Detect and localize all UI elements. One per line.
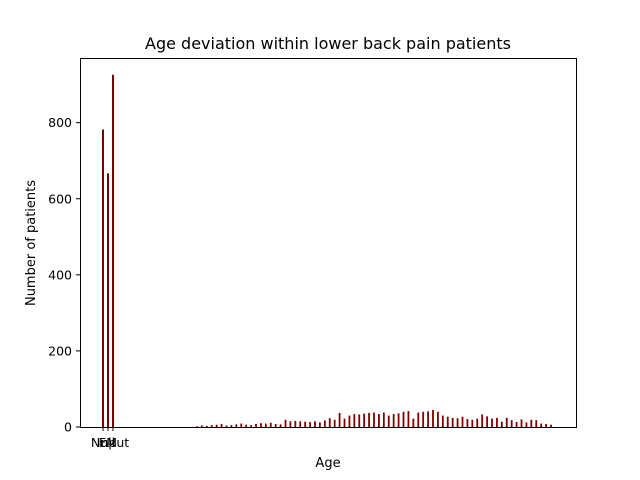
age-bar	[220, 423, 223, 427]
age-bar	[304, 421, 307, 427]
age-bar	[530, 419, 533, 427]
age-bar	[446, 416, 449, 427]
age-bar	[451, 417, 454, 427]
bar-null	[102, 129, 104, 428]
age-bar	[255, 423, 257, 427]
chart-title: Age deviation within lower back pain pat…	[145, 34, 511, 53]
age-bar	[545, 423, 547, 427]
age-bar	[205, 425, 208, 427]
y-tick-label: 200	[48, 343, 72, 358]
age-bar	[363, 413, 366, 427]
age-bar	[481, 414, 484, 427]
age-bar	[314, 421, 316, 427]
age-bar	[505, 417, 508, 427]
x-tick-label: Input	[97, 435, 129, 450]
age-bar	[510, 420, 513, 427]
age-bar	[328, 418, 331, 427]
age-bar	[397, 413, 400, 427]
bar-input	[112, 74, 114, 427]
x-tick-label: FM	[99, 435, 117, 450]
age-bar	[422, 411, 425, 427]
age-bar	[274, 423, 277, 427]
age-bar	[343, 418, 346, 427]
age-bar	[402, 411, 405, 427]
y-tick-label: 0	[64, 420, 72, 435]
age-bar	[515, 422, 518, 427]
age-bar	[368, 412, 370, 427]
age-bar	[486, 416, 488, 427]
age-bar	[407, 411, 410, 427]
plot-frame	[80, 58, 577, 428]
age-bar	[520, 419, 523, 427]
age-bar	[353, 414, 356, 427]
age-bar	[525, 422, 528, 427]
age-bar	[284, 419, 287, 427]
age-bar	[466, 419, 469, 427]
age-bar	[471, 419, 474, 427]
age-bar	[196, 426, 198, 427]
age-bar	[382, 412, 385, 427]
age-bar	[201, 425, 203, 427]
age-bar	[500, 421, 503, 427]
age-bar	[294, 420, 297, 427]
age-bar	[323, 420, 326, 427]
age-bar	[432, 409, 434, 427]
age-bar	[491, 418, 493, 427]
y-tick-label: 400	[48, 267, 72, 282]
age-bar	[392, 414, 395, 427]
age-bar	[260, 423, 262, 427]
age-bar	[225, 425, 228, 427]
x-axis-label: Age	[315, 456, 340, 471]
age-bar	[378, 414, 380, 427]
age-bar	[456, 418, 459, 427]
age-bar	[358, 414, 361, 427]
age-bar	[441, 415, 444, 427]
age-bar	[250, 425, 252, 427]
y-tick-label: 800	[48, 115, 72, 130]
age-bar	[373, 412, 375, 427]
age-bar	[230, 425, 233, 427]
age-bar	[210, 425, 213, 427]
age-bar	[417, 412, 420, 427]
age-bar	[338, 412, 341, 427]
age-bar	[333, 419, 336, 427]
age-bar	[299, 421, 302, 427]
age-bar	[264, 423, 267, 427]
age-bar	[240, 423, 243, 427]
age-bar	[550, 424, 552, 427]
age-bar	[427, 411, 429, 427]
x-tick-label: Null	[91, 435, 115, 450]
age-bar	[245, 424, 248, 427]
age-bar	[289, 421, 292, 427]
y-tick-label: 600	[48, 191, 72, 206]
age-bar	[412, 418, 415, 427]
age-bar	[476, 418, 479, 427]
age-bar	[279, 424, 282, 427]
age-bar	[309, 422, 311, 427]
age-bar	[535, 420, 538, 427]
bar-fm	[107, 173, 109, 427]
age-bar	[269, 422, 272, 427]
bars-group	[102, 74, 552, 428]
age-bar	[461, 416, 464, 427]
y-axis: 0 200 400 600 800	[48, 115, 80, 435]
age-bar	[215, 424, 218, 427]
age-bar	[387, 415, 390, 427]
age-bar	[235, 424, 238, 427]
age-bar	[348, 415, 351, 427]
age-bar	[437, 411, 439, 427]
age-bar	[540, 423, 543, 427]
y-axis-label: Number of patients	[24, 180, 39, 306]
age-bar	[496, 417, 498, 427]
age-bar	[319, 422, 321, 427]
